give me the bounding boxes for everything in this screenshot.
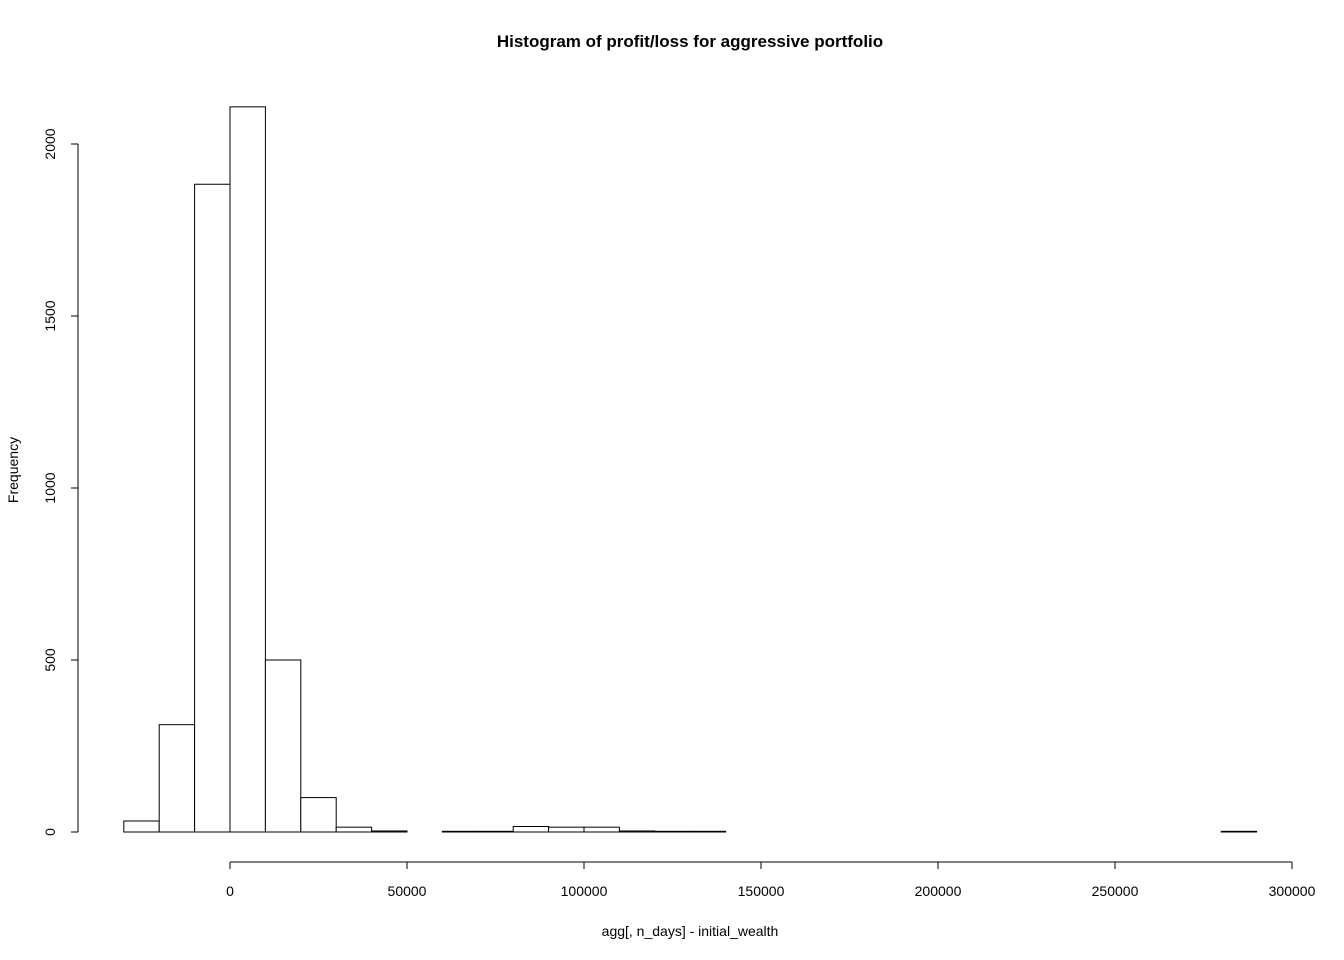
histogram-bar [300,797,337,833]
histogram-bar [548,826,585,833]
x-axis-label: agg[, n_days] - initial_wealth [602,923,779,939]
histogram-bars [123,106,1258,833]
histogram-bar [264,659,302,833]
histogram-bar [477,830,514,833]
histogram-bar [654,830,691,833]
histogram-bar [441,830,479,833]
x-tick-label: 250000 [1092,883,1139,899]
y-tick-label: 0 [42,828,58,836]
histogram-bar [512,826,550,833]
x-tick-label: 50000 [388,883,427,899]
histogram-bar [1220,830,1258,833]
histogram-bar [194,183,231,833]
x-tick-label: 300000 [1269,883,1316,899]
x-tick-label: 200000 [915,883,962,899]
histogram-bar [371,830,408,833]
histogram-bar [123,820,160,833]
histogram-bar [583,826,620,833]
y-axis-label: Frequency [5,437,21,503]
y-tick-label: 2000 [42,128,58,159]
x-tick-label: 100000 [561,883,608,899]
histogram-bar [229,106,266,833]
y-tick-label: 1000 [42,472,58,503]
x-tick-label: 0 [226,883,234,899]
y-tick-label: 1500 [42,300,58,331]
y-tick-label: 500 [42,648,58,672]
x-axis: 0 50000 100000 150000 200000 250000 300000 [226,861,1316,899]
histogram-bar [689,830,727,833]
x-tick-label: 150000 [738,883,785,899]
chart-title: Histogram of profit/loss for aggressive … [497,32,883,51]
histogram-bar [158,724,196,833]
y-axis: 0 500 1000 1500 2000 [42,128,79,836]
histogram-bar [618,830,656,833]
histogram-bar [335,826,373,833]
